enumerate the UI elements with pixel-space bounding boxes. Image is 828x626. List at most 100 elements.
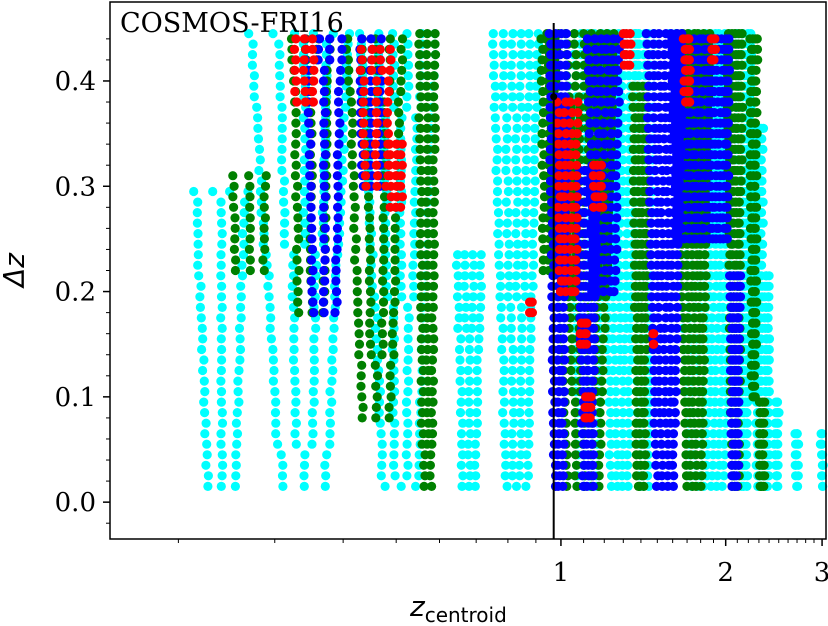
data-point-blue	[670, 365, 681, 376]
data-point-red	[291, 55, 301, 65]
data-point-green	[425, 471, 435, 481]
data-point-cyan	[511, 208, 521, 218]
data-point-cyan	[623, 460, 633, 470]
data-point-cyan	[279, 197, 289, 207]
data-point-green	[697, 408, 708, 418]
data-point-cyan	[476, 292, 486, 302]
data-point-green	[371, 381, 381, 391]
data-point-blue	[612, 150, 622, 160]
data-point-cyan	[718, 302, 728, 312]
data-point-blue	[332, 244, 342, 254]
data-point-cyan	[615, 323, 625, 333]
data-point-green	[735, 229, 745, 239]
data-point-cyan	[500, 471, 510, 481]
data-point-blue	[649, 113, 659, 123]
data-point-cyan	[520, 134, 531, 144]
data-point-blue	[559, 397, 569, 407]
data-point-green	[353, 308, 363, 318]
data-point-cyan	[611, 408, 621, 418]
data-point-cyan	[275, 92, 285, 102]
data-point-cyan	[516, 28, 526, 39]
data-point-green	[260, 213, 270, 223]
data-point-green	[231, 255, 241, 265]
data-point-cyan	[327, 397, 337, 407]
data-point-red	[359, 139, 369, 149]
data-point-cyan	[325, 387, 335, 397]
data-point-blue	[595, 65, 606, 75]
data-point-cyan	[515, 471, 525, 481]
data-point-blue	[649, 81, 659, 91]
data-point-cyan	[508, 439, 518, 449]
data-point-blue	[654, 365, 664, 376]
data-point-cyan	[517, 102, 527, 112]
data-point-cyan	[461, 292, 472, 302]
data-point-blue	[306, 139, 316, 149]
data-point-cyan	[216, 313, 226, 323]
data-point-cyan	[499, 355, 509, 365]
data-point-green	[698, 376, 708, 386]
data-point-cyan	[623, 418, 633, 428]
data-point-cyan	[519, 260, 529, 270]
data-point-green	[291, 160, 301, 170]
data-point-cyan	[494, 218, 504, 228]
data-point-cyan	[525, 60, 535, 70]
data-point-cyan	[263, 281, 273, 291]
data-point-cyan	[507, 81, 517, 91]
data-point-cyan	[308, 429, 318, 439]
data-point-red	[300, 97, 310, 107]
data-point-cyan	[461, 302, 471, 312]
data-point-red	[372, 76, 382, 86]
data-point-cyan	[718, 460, 729, 470]
data-point-cyan	[530, 176, 540, 186]
data-point-green	[415, 155, 425, 165]
data-point-cyan	[289, 344, 299, 355]
data-point-blue	[580, 239, 590, 249]
data-point-cyan	[502, 123, 512, 133]
data-point-green	[365, 339, 376, 349]
data-point-cyan	[456, 397, 466, 407]
data-point-green	[427, 355, 438, 365]
data-point-cyan	[529, 208, 539, 218]
data-point-cyan	[230, 481, 240, 491]
data-point-green	[350, 255, 360, 265]
data-point-cyan	[521, 208, 531, 218]
data-point-green	[356, 371, 366, 381]
data-point-cyan	[217, 471, 227, 481]
data-point-blue	[613, 118, 623, 128]
data-point-green	[430, 113, 440, 123]
data-point-green	[259, 223, 269, 233]
data-point-blue	[591, 118, 601, 128]
data-point-cyan	[496, 302, 506, 312]
data-point-green	[600, 313, 610, 323]
data-point-cyan	[460, 313, 470, 323]
data-point-green	[422, 218, 432, 228]
data-point-green	[428, 281, 439, 291]
data-point-blue	[731, 471, 742, 481]
data-point-cyan	[468, 292, 478, 302]
data-point-cyan	[274, 39, 284, 49]
data-point-green	[365, 318, 375, 328]
data-point-blue	[599, 287, 609, 297]
data-point-cyan	[455, 408, 466, 418]
data-point-green	[389, 308, 399, 318]
data-point-cyan	[471, 450, 481, 460]
data-point-cyan	[271, 418, 281, 428]
data-point-cyan	[515, 81, 525, 91]
data-point-blue	[613, 55, 623, 65]
data-point-cyan	[512, 123, 522, 133]
data-point-green	[245, 192, 255, 202]
data-point-cyan	[494, 239, 504, 249]
data-point-blue	[559, 429, 569, 439]
data-point-cyan	[624, 439, 635, 449]
data-point-cyan	[409, 250, 420, 260]
data-point-red	[291, 76, 301, 86]
data-point-green	[228, 171, 238, 181]
data-point-red	[299, 34, 309, 44]
data-point-green	[758, 450, 768, 460]
data-point-cyan	[504, 250, 514, 260]
data-point-red	[361, 181, 371, 191]
data-point-cyan	[216, 365, 226, 376]
data-point-green	[371, 402, 381, 412]
data-point-red	[371, 129, 381, 139]
data-point-red	[397, 192, 407, 202]
